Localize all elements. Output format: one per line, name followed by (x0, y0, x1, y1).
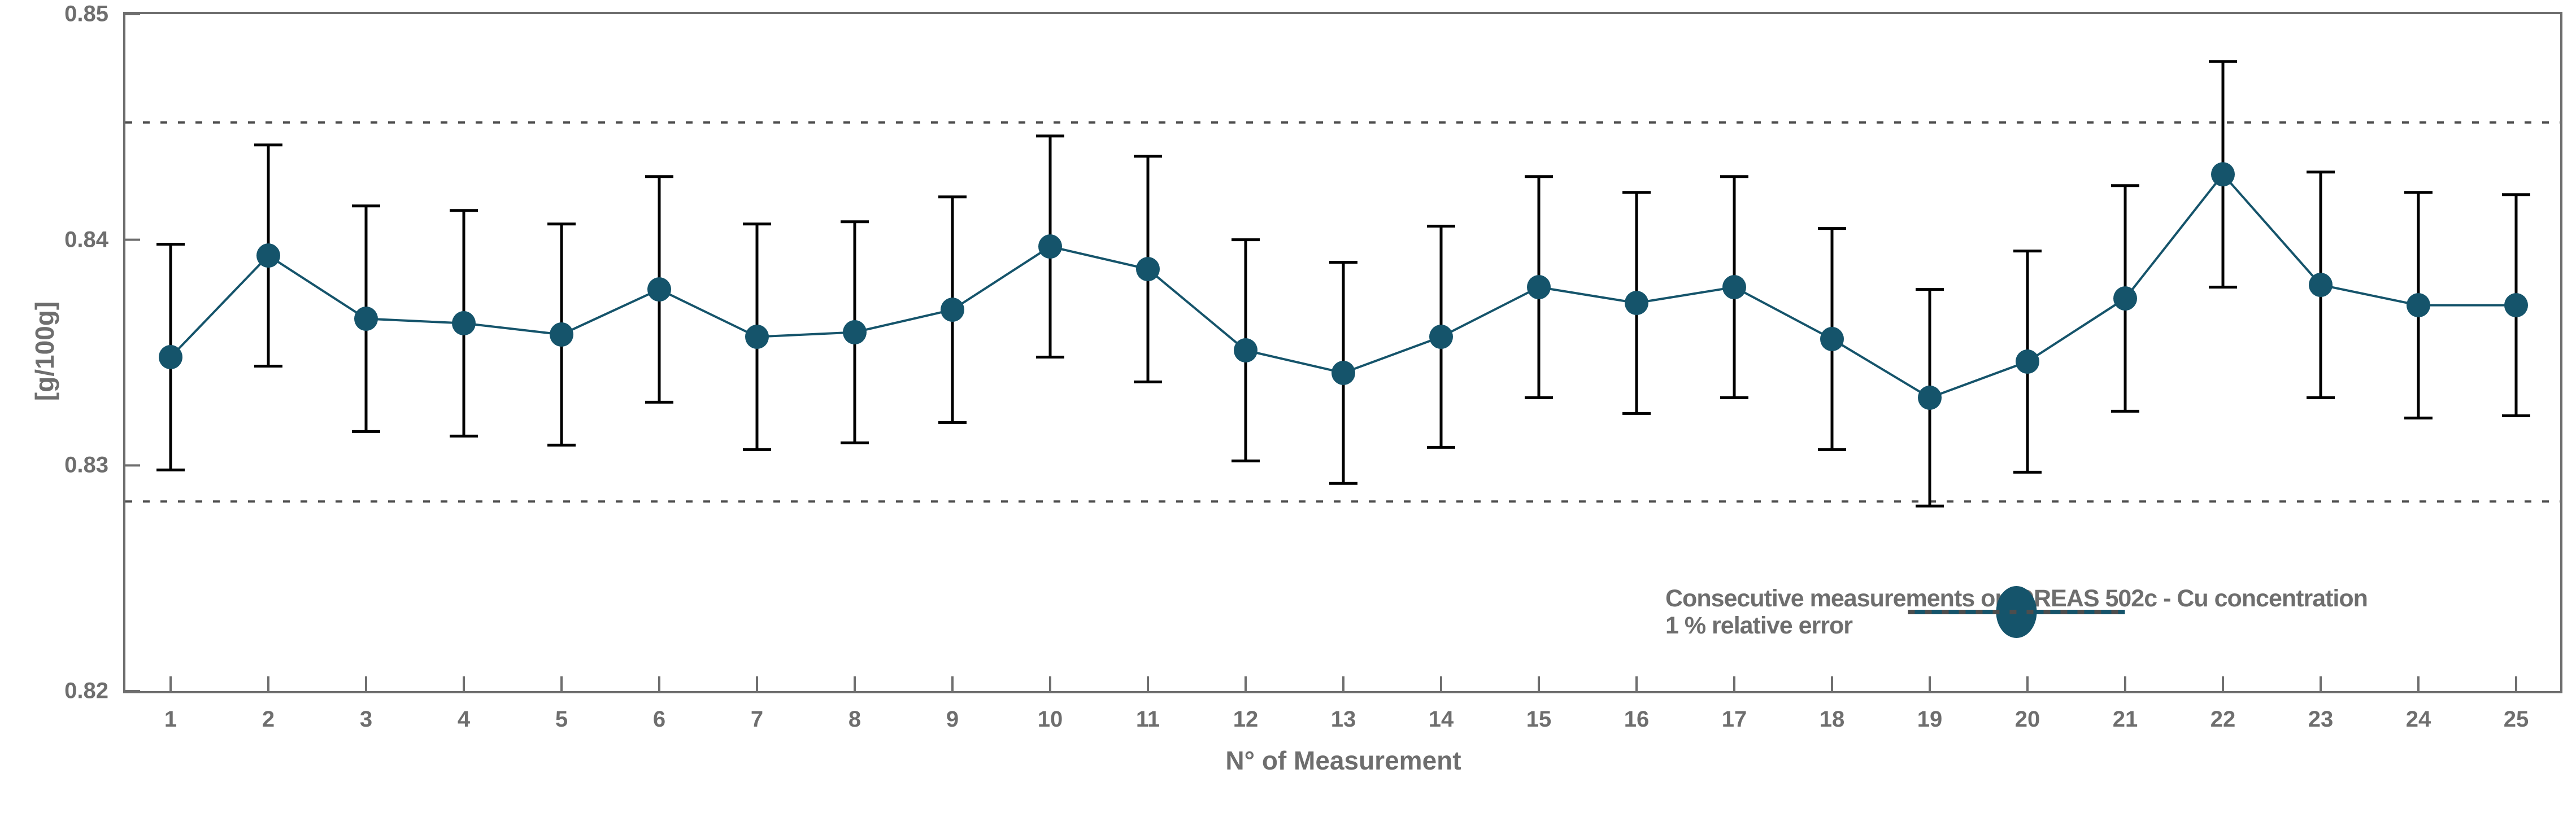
x-tick-label: 21 (2112, 707, 2138, 732)
chart-canvas (125, 14, 2560, 691)
y-axis-title: [g/100g] (30, 301, 59, 401)
x-tick-label: 25 (2503, 707, 2529, 732)
data-point-24 (2407, 293, 2430, 318)
x-tick-label: 9 (946, 707, 959, 732)
x-tick-label: 19 (1917, 707, 1943, 732)
legend: Consecutive measurements on OREAS 502c -… (1665, 585, 2368, 639)
data-point-1 (159, 344, 182, 369)
x-tick-label: 13 (1330, 707, 1356, 732)
data-point-10 (1038, 234, 1062, 259)
x-tick-label: 11 (1135, 707, 1160, 732)
legend-entry-series: Consecutive measurements on OREAS 502c -… (1665, 585, 2368, 638)
data-point-6 (647, 277, 671, 302)
x-tick-label: 22 (2210, 707, 2236, 732)
x-tick-label: 20 (2014, 707, 2040, 732)
x-tick-label: 3 (359, 707, 373, 732)
x-axis-title: N° of Measurement (1225, 746, 1461, 775)
data-point-13 (1331, 360, 1355, 385)
data-point-8 (843, 320, 867, 345)
data-point-2 (256, 243, 280, 268)
x-tick-label: 18 (1819, 707, 1845, 732)
data-point-20 (2016, 349, 2039, 374)
data-point-4 (452, 311, 476, 336)
data-point-21 (2113, 286, 2137, 311)
y-tick-label: 0.85 (64, 1, 108, 27)
x-tick-label: 15 (1526, 707, 1552, 732)
data-point-12 (1234, 338, 1257, 363)
x-tick-label: 14 (1428, 707, 1454, 732)
data-point-5 (550, 322, 573, 347)
x-tick-label: 4 (457, 707, 471, 732)
data-point-16 (1625, 291, 1648, 316)
x-tick-label: 10 (1037, 707, 1063, 732)
x-tick-label: 8 (848, 707, 861, 732)
data-point-17 (1722, 275, 1746, 300)
data-point-7 (745, 325, 769, 349)
y-tick-label: 0.83 (64, 452, 108, 478)
data-point-9 (941, 298, 964, 322)
dotted-line-sample (1908, 610, 2118, 614)
y-tick-label: 0.82 (64, 678, 108, 703)
plot-area: Consecutive measurements on OREAS 502c -… (123, 12, 2562, 693)
x-tick-label: 1 (164, 707, 177, 732)
x-tick-label: 7 (750, 707, 764, 732)
data-point-11 (1136, 257, 1160, 282)
data-point-23 (2309, 273, 2333, 298)
data-point-22 (2211, 162, 2235, 187)
x-tick-label: 6 (652, 707, 666, 732)
x-tick-label: 24 (2405, 707, 2431, 732)
data-point-14 (1429, 325, 1453, 349)
data-point-19 (1918, 385, 1942, 410)
x-tick-label: 17 (1721, 707, 1747, 732)
legend-entry-reference: 1 % relative error (1665, 610, 2368, 639)
data-point-15 (1527, 275, 1551, 300)
data-point-25 (2504, 293, 2528, 318)
legend-reference-label: 1 % relative error (1665, 611, 1853, 639)
x-tick-label: 2 (262, 707, 275, 732)
x-tick-label: 16 (1624, 707, 1650, 732)
data-point-3 (354, 307, 378, 331)
data-point-18 (1820, 327, 1844, 352)
y-tick-label: 0.84 (64, 227, 108, 252)
x-tick-label: 5 (555, 707, 568, 732)
x-tick-label: 12 (1233, 707, 1259, 732)
x-tick-label: 23 (2308, 707, 2334, 732)
